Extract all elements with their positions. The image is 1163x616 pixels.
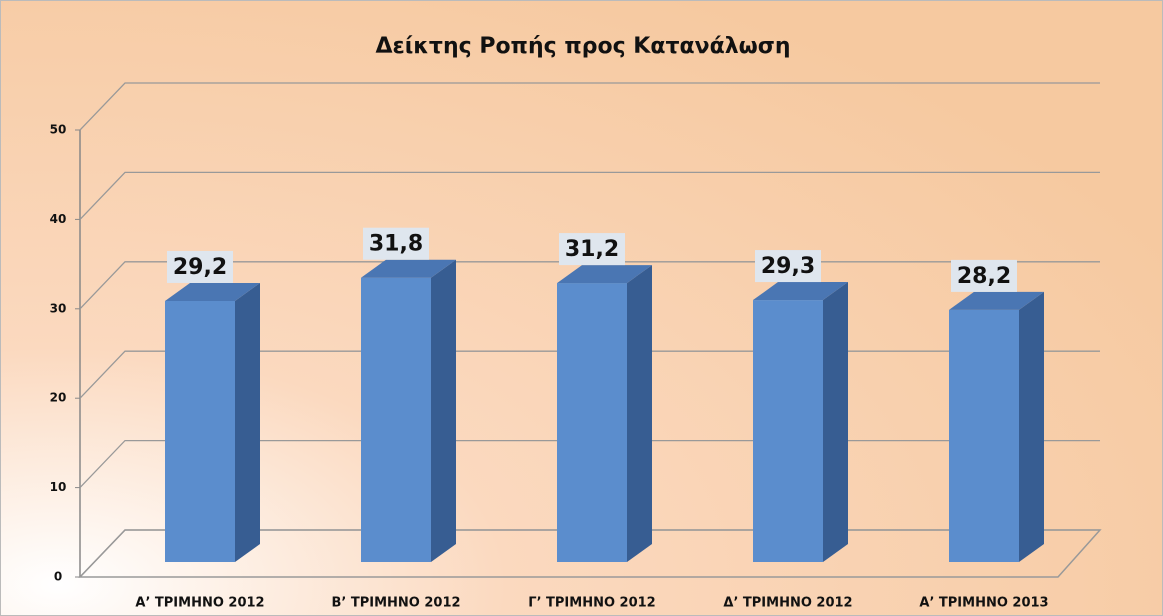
y-tick-label: 40 [50,212,67,226]
bar-side [1019,291,1044,562]
bar [949,291,1044,562]
chart-title: Δείκτης Ροπής προς Κατανάλωση [375,34,790,59]
bar-front [361,277,431,562]
value-label-box [951,259,1017,292]
bar-front [753,300,823,562]
bar [361,259,456,562]
x-tick-label: Δ’ ΤΡΙΜΗΝΟ 2012 [723,596,852,611]
value-label-box [167,250,233,283]
value-label: 28,2 [957,264,1011,289]
x-tick-label: Α’ ΤΡΙΜΗΝΟ 2012 [135,596,264,611]
value-label-box [363,227,429,260]
bar-top [165,282,260,301]
bar-side [823,282,848,562]
value-label: 29,3 [761,254,815,279]
value-label: 31,2 [565,237,619,262]
bar-side [235,282,260,562]
value-label-box [559,233,625,266]
bar-side [627,265,652,562]
y-tick-label: 0 [54,570,62,584]
x-tick-label: Α’ ΤΡΙΜΗΝΟ 2013 [919,596,1048,611]
bar-top [753,282,848,301]
bar [557,265,652,562]
y-tick-label: 20 [50,391,67,405]
bar-front [949,309,1019,562]
y-tick-label: 10 [50,480,67,494]
grid-line [79,82,1100,131]
bar [753,282,848,562]
x-tick-label: Β’ ΤΡΙΜΗΝΟ 2012 [331,596,460,611]
bar [165,282,260,562]
bar-side [431,259,456,562]
y-tick-label: 50 [50,123,67,137]
grid-line [79,171,1100,220]
x-tick-label: Γ’ ΤΡΙΜΗΝΟ 2012 [528,596,655,611]
bar-top [557,265,652,284]
bar-top [361,259,456,278]
y-tick-label: 30 [50,301,67,315]
value-label: 29,2 [173,255,227,280]
value-label-box [755,250,821,283]
bar-front [557,283,627,562]
bar-top [949,291,1044,310]
value-label: 31,8 [369,232,423,257]
bar-front [165,300,235,562]
